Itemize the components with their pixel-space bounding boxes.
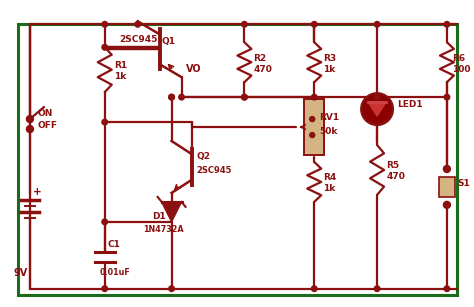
Text: ON: ON [38,109,53,118]
FancyBboxPatch shape [304,99,324,155]
FancyBboxPatch shape [439,177,455,197]
Circle shape [102,219,108,225]
Circle shape [374,94,380,100]
Circle shape [179,94,184,100]
Circle shape [27,126,34,133]
Text: R5: R5 [386,161,399,170]
Circle shape [311,94,317,100]
Circle shape [361,93,393,125]
Circle shape [443,201,450,208]
Text: OFF: OFF [38,121,58,130]
Text: Q2: Q2 [197,153,210,161]
Text: 0.01uF: 0.01uF [100,268,130,277]
Text: 470: 470 [386,173,405,181]
Text: R6: R6 [452,54,465,63]
Text: 100: 100 [452,65,470,74]
Text: 1k: 1k [323,185,336,193]
Circle shape [374,21,380,27]
Circle shape [27,116,34,122]
Text: Q1: Q1 [162,37,175,46]
Text: +: + [33,187,42,197]
Circle shape [169,94,174,100]
Text: R2: R2 [254,54,266,63]
Text: C1: C1 [108,240,120,249]
Circle shape [102,21,108,27]
Text: 1N4732A: 1N4732A [144,225,184,234]
Circle shape [102,286,108,291]
Text: 470: 470 [254,65,272,74]
Text: 9V: 9V [14,268,28,278]
Circle shape [444,21,450,27]
Polygon shape [368,102,386,116]
Circle shape [443,165,450,173]
Text: D1: D1 [152,212,165,221]
Text: R1: R1 [114,61,127,70]
Circle shape [102,119,108,125]
Circle shape [135,21,140,27]
Circle shape [169,94,174,100]
Text: VO: VO [185,64,201,74]
Text: LED1: LED1 [397,99,423,109]
Circle shape [374,286,380,291]
Text: 1k: 1k [114,72,126,81]
Text: R3: R3 [323,54,337,63]
Text: 50k: 50k [319,126,337,136]
Text: S1: S1 [457,179,470,188]
Circle shape [169,286,174,291]
Circle shape [444,94,450,100]
FancyBboxPatch shape [18,24,457,295]
Circle shape [310,117,315,122]
Circle shape [102,45,108,50]
Text: RV1: RV1 [319,113,339,122]
Circle shape [242,94,247,100]
Circle shape [311,286,317,291]
Text: R4: R4 [323,173,337,182]
Circle shape [310,133,315,138]
Circle shape [242,21,247,27]
Text: 1k: 1k [323,65,336,74]
Text: 2SC945: 2SC945 [197,166,232,176]
Text: 2SC945: 2SC945 [120,35,158,44]
Circle shape [242,94,247,100]
Polygon shape [162,202,182,222]
Circle shape [444,286,450,291]
Circle shape [311,21,317,27]
